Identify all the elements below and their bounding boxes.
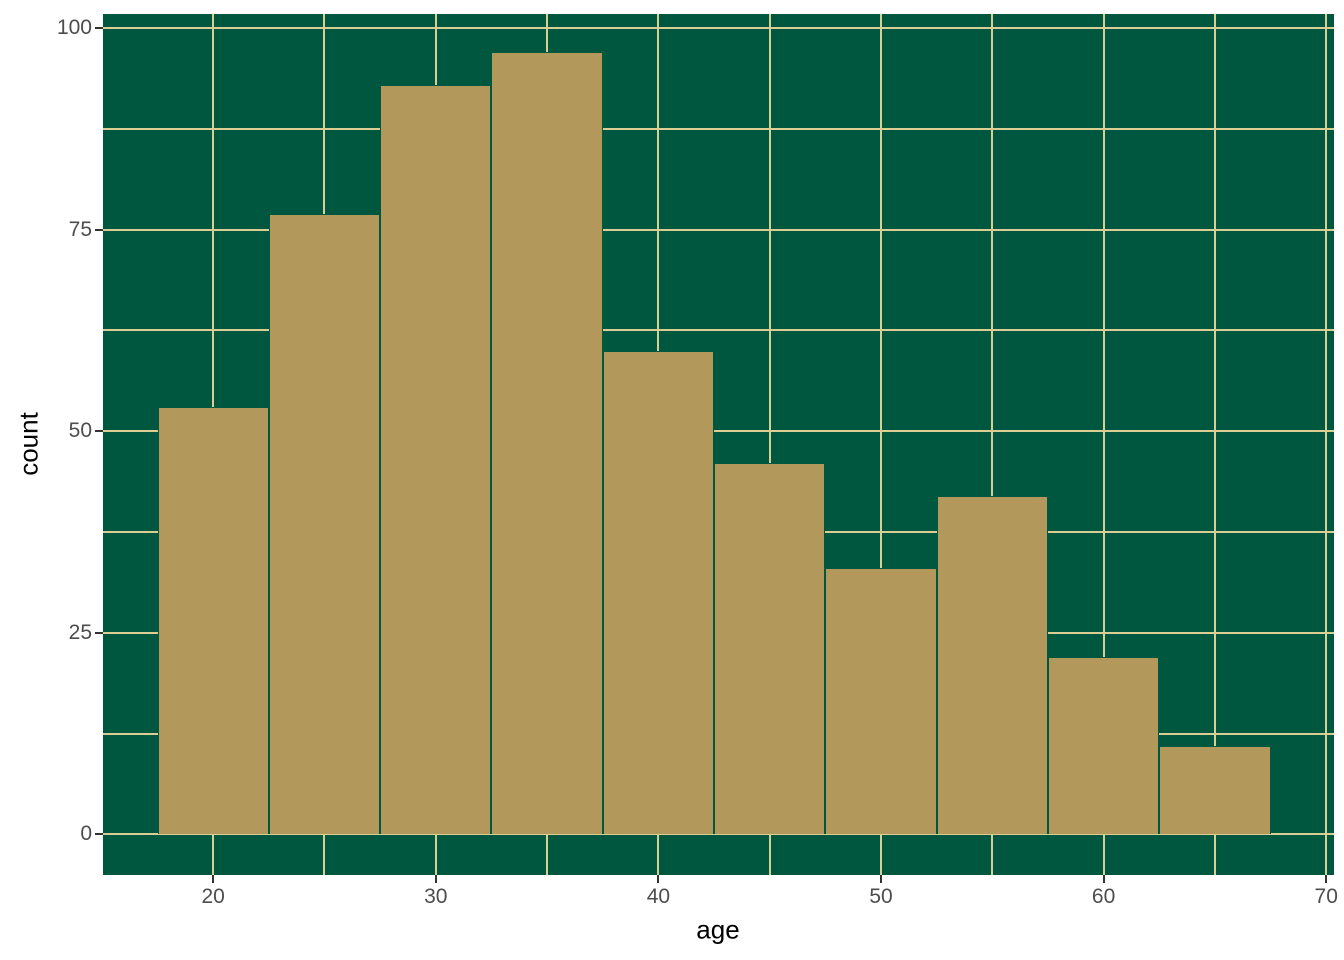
grid-minor-x (768, 14, 771, 875)
histogram-bar (491, 52, 603, 835)
histogram-bar (380, 84, 492, 835)
grid-minor-y (103, 127, 1334, 130)
grid-minor-y (103, 329, 1334, 332)
y-axis-title: count (13, 412, 44, 476)
y-tick (95, 631, 103, 634)
x-tick-label: 40 (646, 885, 671, 908)
x-tick (657, 875, 660, 883)
x-tick-label: 20 (201, 885, 225, 908)
grid-major-y (103, 228, 1334, 231)
y-tick-label: 75 (68, 217, 92, 241)
grid-major-y (103, 430, 1334, 433)
y-tick-label: 100 (56, 16, 92, 40)
histogram-bar (936, 495, 1048, 835)
histogram-bar (602, 350, 715, 835)
grid-major-x (880, 14, 882, 875)
grid-major-x (1325, 14, 1328, 875)
x-tick (212, 875, 215, 883)
x-tick-label: 50 (869, 885, 893, 908)
x-tick-label: 70 (1314, 885, 1338, 908)
y-tick-label: 50 (68, 419, 92, 443)
grid-major-x (1102, 14, 1105, 875)
x-tick-label: 30 (424, 885, 448, 908)
grid-major-y (103, 27, 1334, 30)
plot-panel (103, 14, 1334, 875)
x-tick-label: 60 (1091, 885, 1116, 908)
x-axis-title: age (696, 914, 740, 945)
y-tick (95, 833, 103, 836)
histogram-bar (268, 213, 381, 835)
x-tick (880, 875, 882, 883)
histogram-bar (714, 463, 826, 835)
x-tick (1102, 875, 1105, 883)
y-tick-label: 25 (68, 620, 92, 644)
x-tick (1325, 875, 1328, 883)
grid-minor-x (991, 14, 994, 875)
x-tick (434, 875, 437, 883)
y-tick-label: 0 (80, 822, 92, 846)
y-tick (95, 430, 103, 433)
y-tick (95, 228, 103, 231)
grid-minor-x (1213, 14, 1216, 875)
grid-major-y (103, 833, 1334, 836)
histogram-bar (825, 568, 937, 835)
y-tick (95, 27, 103, 30)
histogram-bar (157, 407, 269, 835)
histogram-bar (1047, 656, 1160, 835)
histogram-bar (1159, 745, 1271, 835)
